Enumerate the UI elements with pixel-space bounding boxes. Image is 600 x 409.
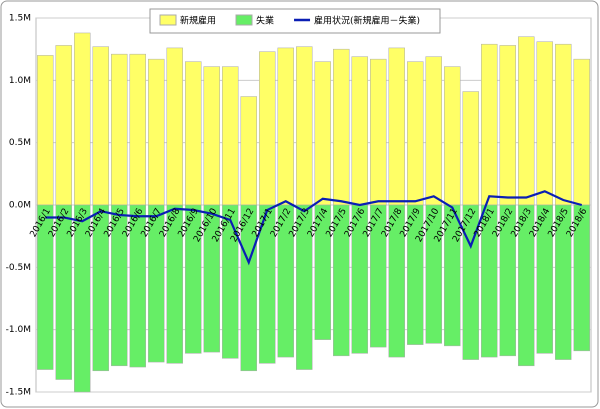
bar (37, 204, 54, 370)
bar (351, 56, 368, 206)
bar (444, 204, 461, 347)
bar (37, 55, 54, 206)
y-tick-label: 1.5M (9, 14, 31, 24)
bar (55, 204, 72, 380)
y-tick-label: -1.5M (6, 388, 31, 398)
bar (481, 43, 498, 206)
y-tick-label: 1.0M (9, 76, 31, 86)
bar (277, 204, 294, 358)
bar (518, 204, 535, 367)
bar (370, 58, 387, 206)
bar (555, 204, 572, 360)
bar (148, 204, 165, 363)
bar (518, 36, 535, 206)
bar (111, 204, 128, 367)
bar (92, 204, 109, 372)
bar (425, 204, 442, 344)
legend-label: 雇用状況(新規雇用－失業) (314, 15, 420, 27)
bar (166, 47, 183, 206)
bar (296, 204, 313, 370)
bar (573, 58, 590, 206)
legend-label: 失業 (256, 15, 274, 27)
bar (499, 204, 516, 357)
bar (370, 204, 387, 348)
bar (129, 204, 146, 368)
bar (388, 47, 405, 206)
bar (462, 204, 479, 360)
legend-swatch (159, 14, 177, 26)
bar (185, 204, 202, 354)
bar (481, 204, 498, 358)
bar (277, 47, 294, 206)
bar (536, 41, 553, 206)
legend: 新規雇用 失業 雇用状況(新規雇用－失業) (149, 8, 441, 34)
bar (74, 32, 91, 206)
bar (499, 45, 516, 206)
legend-swatch (235, 14, 253, 26)
bar (203, 66, 220, 206)
bar (314, 61, 331, 206)
legend-label: 新規雇用 (180, 15, 216, 27)
bar (222, 204, 239, 359)
bar (407, 61, 424, 206)
bar (55, 45, 72, 206)
line (45, 190, 583, 266)
y-tick-label: -0.5M (6, 263, 31, 273)
bar (314, 204, 331, 340)
bar (388, 204, 405, 358)
bar (185, 61, 202, 206)
bar (111, 53, 128, 206)
bar (92, 46, 109, 206)
y-tick-label: 0.0M (9, 201, 31, 211)
bar (259, 51, 276, 206)
bar (203, 204, 220, 353)
bar (444, 66, 461, 206)
bar (333, 204, 350, 357)
y-tick-label: -1.0M (6, 325, 31, 335)
bar (240, 204, 257, 372)
bar (240, 96, 257, 206)
bar (333, 48, 350, 206)
bar (259, 204, 276, 364)
bar (296, 46, 313, 206)
bar (407, 204, 424, 345)
bar (74, 204, 91, 393)
bar (222, 66, 239, 206)
bar (536, 204, 553, 354)
bar (129, 53, 146, 206)
bar (555, 43, 572, 206)
bar (148, 58, 165, 206)
bar (462, 91, 479, 206)
bar (166, 204, 183, 364)
y-tick-label: 0.5M (9, 138, 31, 148)
bar (425, 56, 442, 206)
